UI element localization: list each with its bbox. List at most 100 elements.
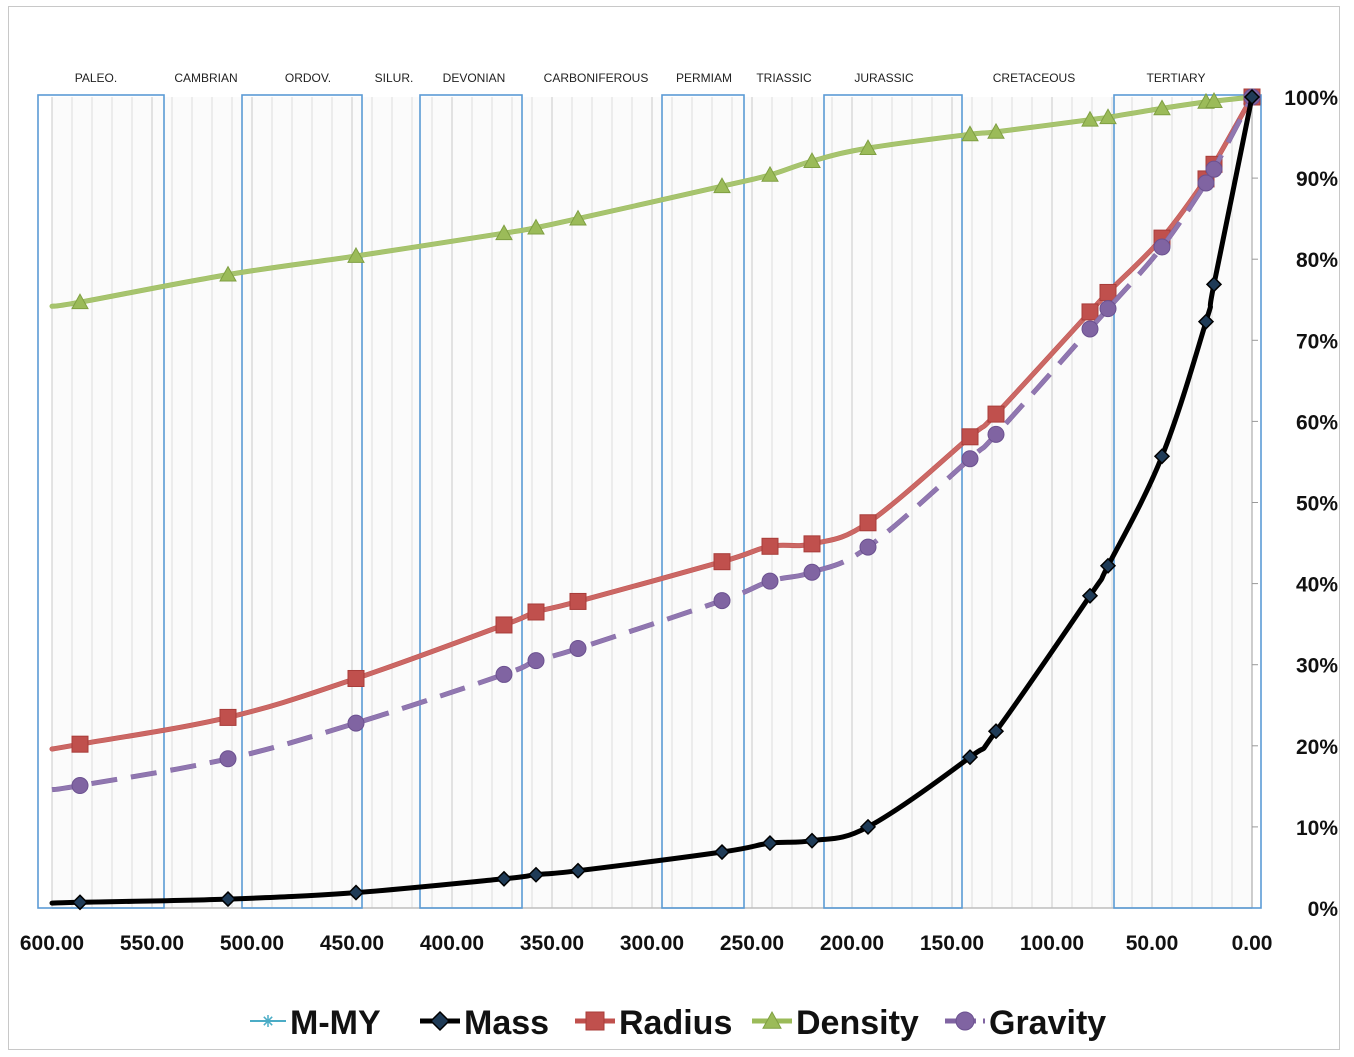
x-tick-label: 500.00 xyxy=(220,932,284,955)
legend-label: M-MY xyxy=(290,1004,381,1042)
period-label: DEVONIAN xyxy=(443,71,506,85)
legend-item-density: Density xyxy=(752,1004,919,1042)
point-radius xyxy=(219,708,237,726)
series-line-gravity xyxy=(51,95,1255,793)
period-box xyxy=(37,94,165,909)
series-line-highlight-radius xyxy=(50,95,1254,751)
point-radius xyxy=(859,514,877,532)
point-gravity xyxy=(1197,174,1215,192)
legend-swatch-marker xyxy=(955,1011,975,1031)
period-label: SILUR. xyxy=(375,71,414,85)
point-density xyxy=(527,218,545,235)
point-density xyxy=(961,125,979,142)
period-box xyxy=(241,94,363,909)
point-radius xyxy=(1099,283,1117,301)
point-mass xyxy=(569,862,587,879)
legend-label: Gravity xyxy=(989,1004,1106,1042)
point-radius xyxy=(803,535,821,553)
period-box xyxy=(661,94,745,909)
point-density xyxy=(1099,108,1117,125)
point-density xyxy=(347,246,365,263)
point-gravity xyxy=(803,563,821,581)
point-gravity xyxy=(713,592,731,610)
legend-label: Radius xyxy=(619,1004,732,1042)
point-gravity xyxy=(859,538,877,556)
y-tick-label: 10% xyxy=(1296,817,1338,840)
series-mass xyxy=(49,88,1261,911)
point-radius xyxy=(961,428,979,446)
point-gravity xyxy=(347,714,365,732)
point-mass xyxy=(987,723,1005,740)
point-mass xyxy=(1205,276,1223,293)
point-radius xyxy=(1081,303,1099,321)
point-gravity xyxy=(1099,300,1117,318)
point-radius xyxy=(713,553,731,571)
point-density xyxy=(71,293,89,310)
legend-item-gravity: Gravity xyxy=(945,1004,1106,1042)
legend-item-radius: Radius xyxy=(575,1004,732,1042)
point-density xyxy=(495,224,513,241)
legend-swatch-marker xyxy=(429,1010,451,1032)
point-mass xyxy=(495,870,513,887)
point-mass xyxy=(961,749,979,766)
point-gravity xyxy=(761,572,779,590)
period-label: CARBONIFEROUS xyxy=(544,71,649,85)
x-tick-label: 450.00 xyxy=(320,932,384,955)
x-tick-label: 200.00 xyxy=(820,932,884,955)
point-mass xyxy=(1243,88,1261,106)
point-density xyxy=(1081,110,1099,127)
point-radius xyxy=(761,537,779,555)
point-density xyxy=(1153,99,1171,116)
x-tick-label: 100.00 xyxy=(1020,932,1084,955)
period-label: CAMBRIAN xyxy=(174,71,237,85)
point-gravity xyxy=(569,639,587,657)
vertical-gridlines xyxy=(51,96,1258,909)
legend-swatch-marker xyxy=(585,1011,605,1031)
x-tick-label: 600.00 xyxy=(20,932,84,955)
point-density xyxy=(219,265,237,282)
point-density xyxy=(859,139,877,155)
point-mass xyxy=(1197,313,1215,330)
period-labels: PALEO. CAMBRIAN ORDOV. SILUR. DEVONIAN CARBON… xyxy=(75,71,1206,85)
point-mass xyxy=(219,891,237,908)
legend-item-mmy: M-MY xyxy=(250,1004,381,1042)
legend-label: Mass xyxy=(464,1004,549,1042)
period-boxes xyxy=(37,94,1262,909)
point-mass xyxy=(761,835,779,852)
period-label: PALEO. xyxy=(75,71,117,85)
series-density xyxy=(49,87,1261,310)
y-tick-label: 0% xyxy=(1308,898,1339,921)
period-label: PERMIAM xyxy=(676,71,732,85)
y-tick-label: 30% xyxy=(1296,655,1338,678)
point-radius xyxy=(495,616,513,634)
series-lines xyxy=(49,87,1261,911)
point-density xyxy=(1205,92,1223,108)
point-mass xyxy=(803,832,821,849)
point-gravity xyxy=(1153,238,1171,256)
point-gravity xyxy=(961,450,979,468)
x-tick-label: 350.00 xyxy=(520,932,584,955)
y-tick-label: 40% xyxy=(1296,574,1338,597)
series-gravity xyxy=(51,88,1261,795)
legend: M-MY Mass Radius Density Gravity xyxy=(250,1004,1106,1042)
y-axis-tick-labels: 0% 10% 20% 30% 40% 50% 60% 70% 80% 90% 100% xyxy=(1284,87,1338,921)
x-tick-label: 150.00 xyxy=(920,932,984,955)
y-tick-label: 20% xyxy=(1296,736,1338,759)
point-mass xyxy=(347,884,365,901)
point-density xyxy=(713,177,731,194)
point-radius xyxy=(569,592,587,610)
point-density xyxy=(987,122,1005,139)
period-label: TERTIARY xyxy=(1147,71,1206,85)
point-gravity xyxy=(527,652,545,670)
point-radius xyxy=(71,735,89,753)
x-tick-label: 0.00 xyxy=(1232,932,1273,955)
y-tick-label: 80% xyxy=(1296,249,1338,272)
legend-label: Density xyxy=(796,1004,919,1042)
period-box xyxy=(823,94,963,909)
y-tick-label: 100% xyxy=(1284,87,1338,110)
x-axis-tick-labels: 600.00 550.00 500.00 450.00 400.00 350.00 300.… xyxy=(20,932,1273,955)
period-box xyxy=(1113,94,1262,909)
point-mass xyxy=(527,866,545,883)
point-density xyxy=(569,209,587,226)
point-gravity xyxy=(1081,320,1099,338)
